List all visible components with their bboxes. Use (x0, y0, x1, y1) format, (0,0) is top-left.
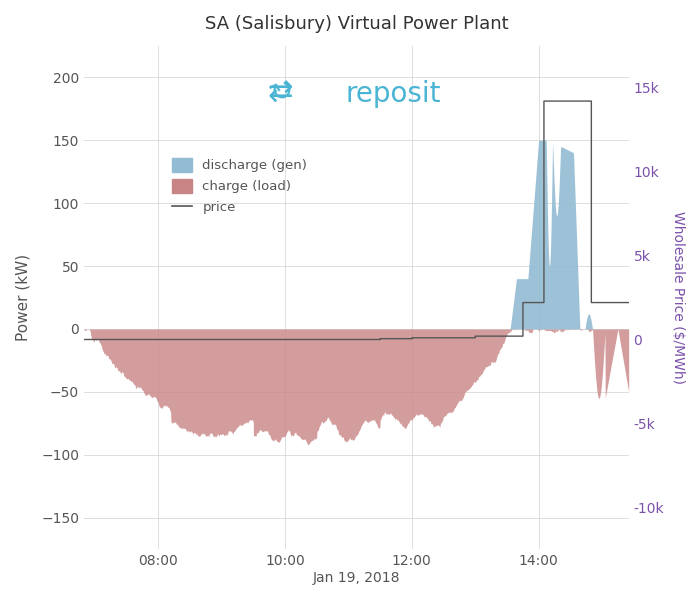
Legend: discharge (gen), charge (load), price: discharge (gen), charge (load), price (167, 153, 313, 220)
Y-axis label: Wholesale Price ($/MWh): Wholesale Price ($/MWh) (671, 211, 685, 384)
X-axis label: Jan 19, 2018: Jan 19, 2018 (313, 571, 400, 585)
Y-axis label: Power (kW): Power (kW) (15, 254, 30, 341)
Text: reposit: reposit (345, 80, 441, 107)
Text: ↻: ↻ (266, 73, 300, 109)
Title: SA (Salisbury) Virtual Power Plant: SA (Salisbury) Virtual Power Plant (204, 15, 508, 33)
Text: ⇄: ⇄ (267, 79, 293, 108)
